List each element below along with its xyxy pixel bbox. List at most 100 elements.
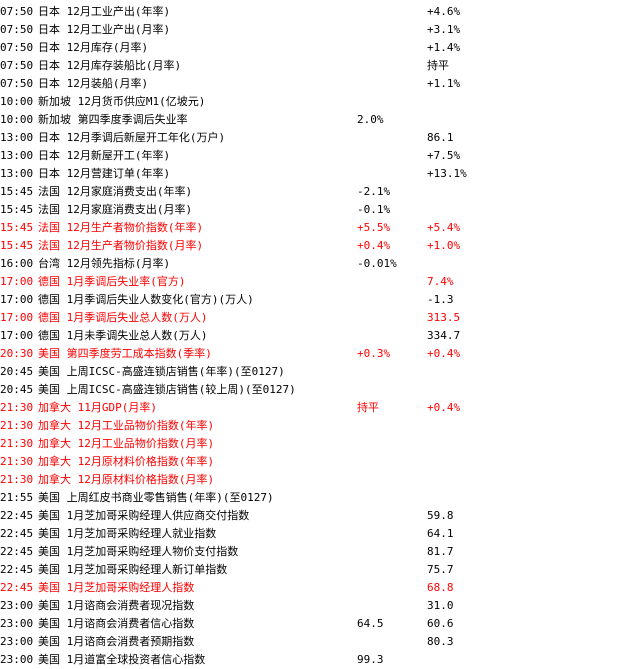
description: 加拿大 11月GDP(月率) bbox=[38, 399, 157, 417]
event-row: 15:45 法国 12月生产者物价指数(年率) +5.5% +5.4% bbox=[0, 219, 636, 237]
forecast-value: 59.8 bbox=[427, 509, 454, 522]
time: 22:45 bbox=[0, 509, 34, 522]
forecast-value: 81.7 bbox=[427, 545, 454, 558]
event-name: 12月货币供应M1(亿坡元) bbox=[77, 95, 206, 108]
country: 日本 bbox=[38, 131, 60, 144]
time: 13:00 bbox=[0, 149, 34, 162]
time: 23:00 bbox=[0, 653, 34, 666]
event-name: 12月生产者物价指数(月率) bbox=[66, 239, 204, 252]
description: 加拿大 12月工业品物价指数(年率) bbox=[38, 417, 214, 435]
event-row: 13:00 日本 12月新屋开工(年率) +7.5% bbox=[0, 147, 636, 165]
forecast-value: +13.1% bbox=[427, 167, 467, 180]
forecast-value: 60.6 bbox=[427, 617, 454, 630]
previous-value: -2.1% bbox=[357, 185, 391, 198]
forecast-value: 68.8 bbox=[427, 581, 454, 594]
time: 13:00 bbox=[0, 167, 34, 180]
event-name: 12月库存装船比(月率) bbox=[66, 59, 182, 72]
time: 15:45 bbox=[0, 203, 34, 216]
description: 日本 12月季调后新屋开工年化(万户) bbox=[38, 129, 225, 147]
event-name: 11月GDP(月率) bbox=[77, 401, 157, 414]
event-row: 21:30 加拿大 12月原材料价格指数(月率) bbox=[0, 471, 636, 489]
country: 日本 bbox=[38, 59, 60, 72]
event-row: 20:30 美国 第四季度劳工成本指数(季率) +0.3% +0.4% bbox=[0, 345, 636, 363]
event-row: 21:30 加拿大 12月工业品物价指数(年率) bbox=[0, 417, 636, 435]
event-name: 1月芝加哥采购经理人就业指数 bbox=[66, 527, 217, 540]
description: 德国 1月季调后失业总人数(万人) bbox=[38, 309, 208, 327]
time: 21:30 bbox=[0, 419, 34, 432]
country: 加拿大 bbox=[38, 437, 71, 450]
forecast-value: +0.4% bbox=[427, 347, 461, 360]
country: 法国 bbox=[38, 239, 60, 252]
country: 美国 bbox=[38, 617, 60, 630]
country: 德国 bbox=[38, 293, 60, 306]
description: 美国 1月芝加哥采购经理人物价支付指数 bbox=[38, 543, 238, 561]
description: 日本 12月工业产出(年率) bbox=[38, 3, 170, 21]
event-name: 1月芝加哥采购经理人指数 bbox=[66, 581, 195, 594]
time: 21:55 bbox=[0, 491, 34, 504]
description: 美国 1月道富全球投资者信心指数 bbox=[38, 651, 205, 669]
event-row: 21:30 加拿大 12月原材料价格指数(年率) bbox=[0, 453, 636, 471]
event-name: 12月工业品物价指数(月率) bbox=[77, 437, 215, 450]
previous-value: 99.3 bbox=[357, 653, 384, 666]
time: 23:00 bbox=[0, 617, 34, 630]
country: 美国 bbox=[38, 527, 60, 540]
event-name: 12月装船(月率) bbox=[66, 77, 149, 90]
time: 21:30 bbox=[0, 401, 34, 414]
forecast-value: +5.4% bbox=[427, 221, 461, 234]
event-row: 20:45 美国 上周ICSC-高盛连锁店销售(年率)(至0127) bbox=[0, 363, 636, 381]
time: 17:00 bbox=[0, 293, 34, 306]
time: 13:00 bbox=[0, 131, 34, 144]
event-row: 21:55 美国 上周红皮书商业零售销售(年率)(至0127) bbox=[0, 489, 636, 507]
event-name: 12月生产者物价指数(年率) bbox=[66, 221, 204, 234]
time: 07:50 bbox=[0, 5, 34, 18]
description: 美国 第四季度劳工成本指数(季率) bbox=[38, 345, 212, 363]
event-row: 17:00 德国 1月季调后失业总人数(万人) 313.5 bbox=[0, 309, 636, 327]
event-name: 上周ICSC-高盛连锁店销售(年率)(至0127) bbox=[66, 365, 285, 378]
time: 07:50 bbox=[0, 77, 34, 90]
event-row: 15:45 法国 12月生产者物价指数(月率) +0.4% +1.0% bbox=[0, 237, 636, 255]
event-row: 23:00 美国 1月谘商会消费者预期指数 80.3 bbox=[0, 633, 636, 651]
event-name: 12月家庭消费支出(月率) bbox=[66, 203, 193, 216]
event-row: 13:00 日本 12月营建订单(年率) +13.1% bbox=[0, 165, 636, 183]
time: 20:30 bbox=[0, 347, 34, 360]
description: 加拿大 12月原材料价格指数(年率) bbox=[38, 453, 214, 471]
country: 美国 bbox=[38, 581, 60, 594]
event-row: 07:50 日本 12月工业产出(年率) +4.6% bbox=[0, 3, 636, 21]
description: 美国 1月芝加哥采购经理人新订单指数 bbox=[38, 561, 227, 579]
forecast-value: 7.4% bbox=[427, 275, 454, 288]
country: 法国 bbox=[38, 185, 60, 198]
event-row: 20:45 美国 上周ICSC-高盛连锁店销售(较上周)(至0127) bbox=[0, 381, 636, 399]
country: 日本 bbox=[38, 41, 60, 54]
description: 法国 12月生产者物价指数(月率) bbox=[38, 237, 203, 255]
forecast-value: 31.0 bbox=[427, 599, 454, 612]
previous-value: 64.5 bbox=[357, 617, 384, 630]
event-name: 第四季度季调后失业率 bbox=[77, 113, 188, 126]
previous-value: +0.4% bbox=[357, 239, 391, 252]
event-name: 上周ICSC-高盛连锁店销售(较上周)(至0127) bbox=[66, 383, 296, 396]
previous-value: 持平 bbox=[357, 401, 379, 414]
forecast-value: 75.7 bbox=[427, 563, 454, 576]
event-row: 21:30 加拿大 11月GDP(月率) 持平 +0.4% bbox=[0, 399, 636, 417]
time: 22:45 bbox=[0, 527, 34, 540]
description: 美国 上周ICSC-高盛连锁店销售(较上周)(至0127) bbox=[38, 381, 296, 399]
event-name: 12月家庭消费支出(年率) bbox=[66, 185, 193, 198]
event-row: 22:45 美国 1月芝加哥采购经理人物价支付指数 81.7 bbox=[0, 543, 636, 561]
event-row: 22:45 美国 1月芝加哥采购经理人新订单指数 75.7 bbox=[0, 561, 636, 579]
event-row: 07:50 日本 12月库存装船比(月率) 持平 bbox=[0, 57, 636, 75]
description: 日本 12月营建订单(年率) bbox=[38, 165, 170, 183]
description: 美国 1月芝加哥采购经理人就业指数 bbox=[38, 525, 216, 543]
event-row: 07:50 日本 12月库存(月率) +1.4% bbox=[0, 39, 636, 57]
forecast-value: +0.4% bbox=[427, 401, 461, 414]
event-row: 10:00 新加坡 12月货币供应M1(亿坡元) bbox=[0, 93, 636, 111]
time: 07:50 bbox=[0, 59, 34, 72]
event-name: 12月季调后新屋开工年化(万户) bbox=[66, 131, 226, 144]
time: 20:45 bbox=[0, 365, 34, 378]
description: 美国 1月谘商会消费者现况指数 bbox=[38, 597, 194, 615]
event-name: 1月季调后失业率(官方) bbox=[66, 275, 186, 288]
event-name: 第四季度劳工成本指数(季率) bbox=[66, 347, 212, 360]
forecast-value: +1.1% bbox=[427, 77, 461, 90]
country: 美国 bbox=[38, 383, 60, 396]
forecast-value: -1.3 bbox=[427, 293, 454, 306]
time: 22:45 bbox=[0, 581, 34, 594]
